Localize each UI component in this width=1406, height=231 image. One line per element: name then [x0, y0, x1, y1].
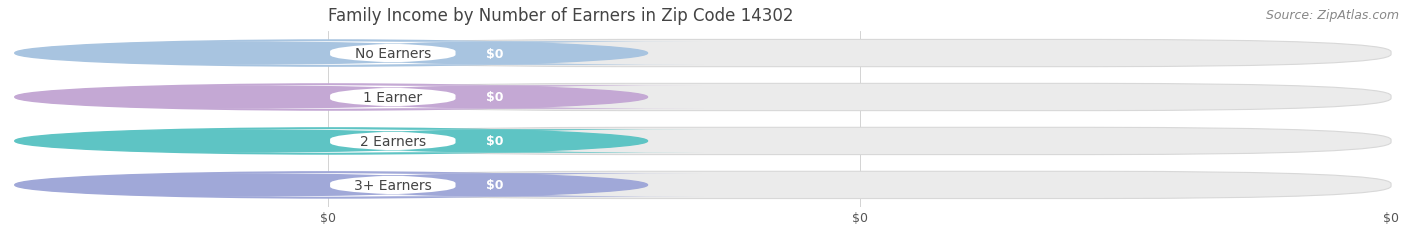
FancyBboxPatch shape: [211, 130, 575, 153]
FancyBboxPatch shape: [211, 42, 575, 66]
Text: $0: $0: [485, 135, 503, 148]
FancyBboxPatch shape: [328, 40, 1391, 67]
Text: 2 Earners: 2 Earners: [360, 134, 426, 148]
FancyBboxPatch shape: [328, 172, 1391, 199]
FancyBboxPatch shape: [285, 42, 703, 66]
Circle shape: [15, 85, 648, 111]
Text: Source: ZipAtlas.com: Source: ZipAtlas.com: [1265, 9, 1399, 22]
FancyBboxPatch shape: [285, 173, 703, 197]
FancyBboxPatch shape: [211, 86, 575, 109]
Text: 3+ Earners: 3+ Earners: [354, 178, 432, 192]
FancyBboxPatch shape: [285, 130, 703, 153]
Text: Family Income by Number of Earners in Zip Code 14302: Family Income by Number of Earners in Zi…: [328, 7, 793, 25]
Text: $0: $0: [485, 47, 503, 60]
FancyBboxPatch shape: [328, 84, 1391, 111]
FancyBboxPatch shape: [328, 128, 1391, 155]
Circle shape: [15, 41, 648, 67]
Circle shape: [15, 128, 648, 154]
FancyBboxPatch shape: [285, 86, 703, 109]
Text: 1 Earner: 1 Earner: [363, 91, 422, 105]
FancyBboxPatch shape: [211, 173, 575, 197]
Text: $0: $0: [485, 91, 503, 104]
Text: No Earners: No Earners: [354, 47, 430, 61]
Circle shape: [15, 172, 648, 198]
Text: $0: $0: [485, 179, 503, 191]
